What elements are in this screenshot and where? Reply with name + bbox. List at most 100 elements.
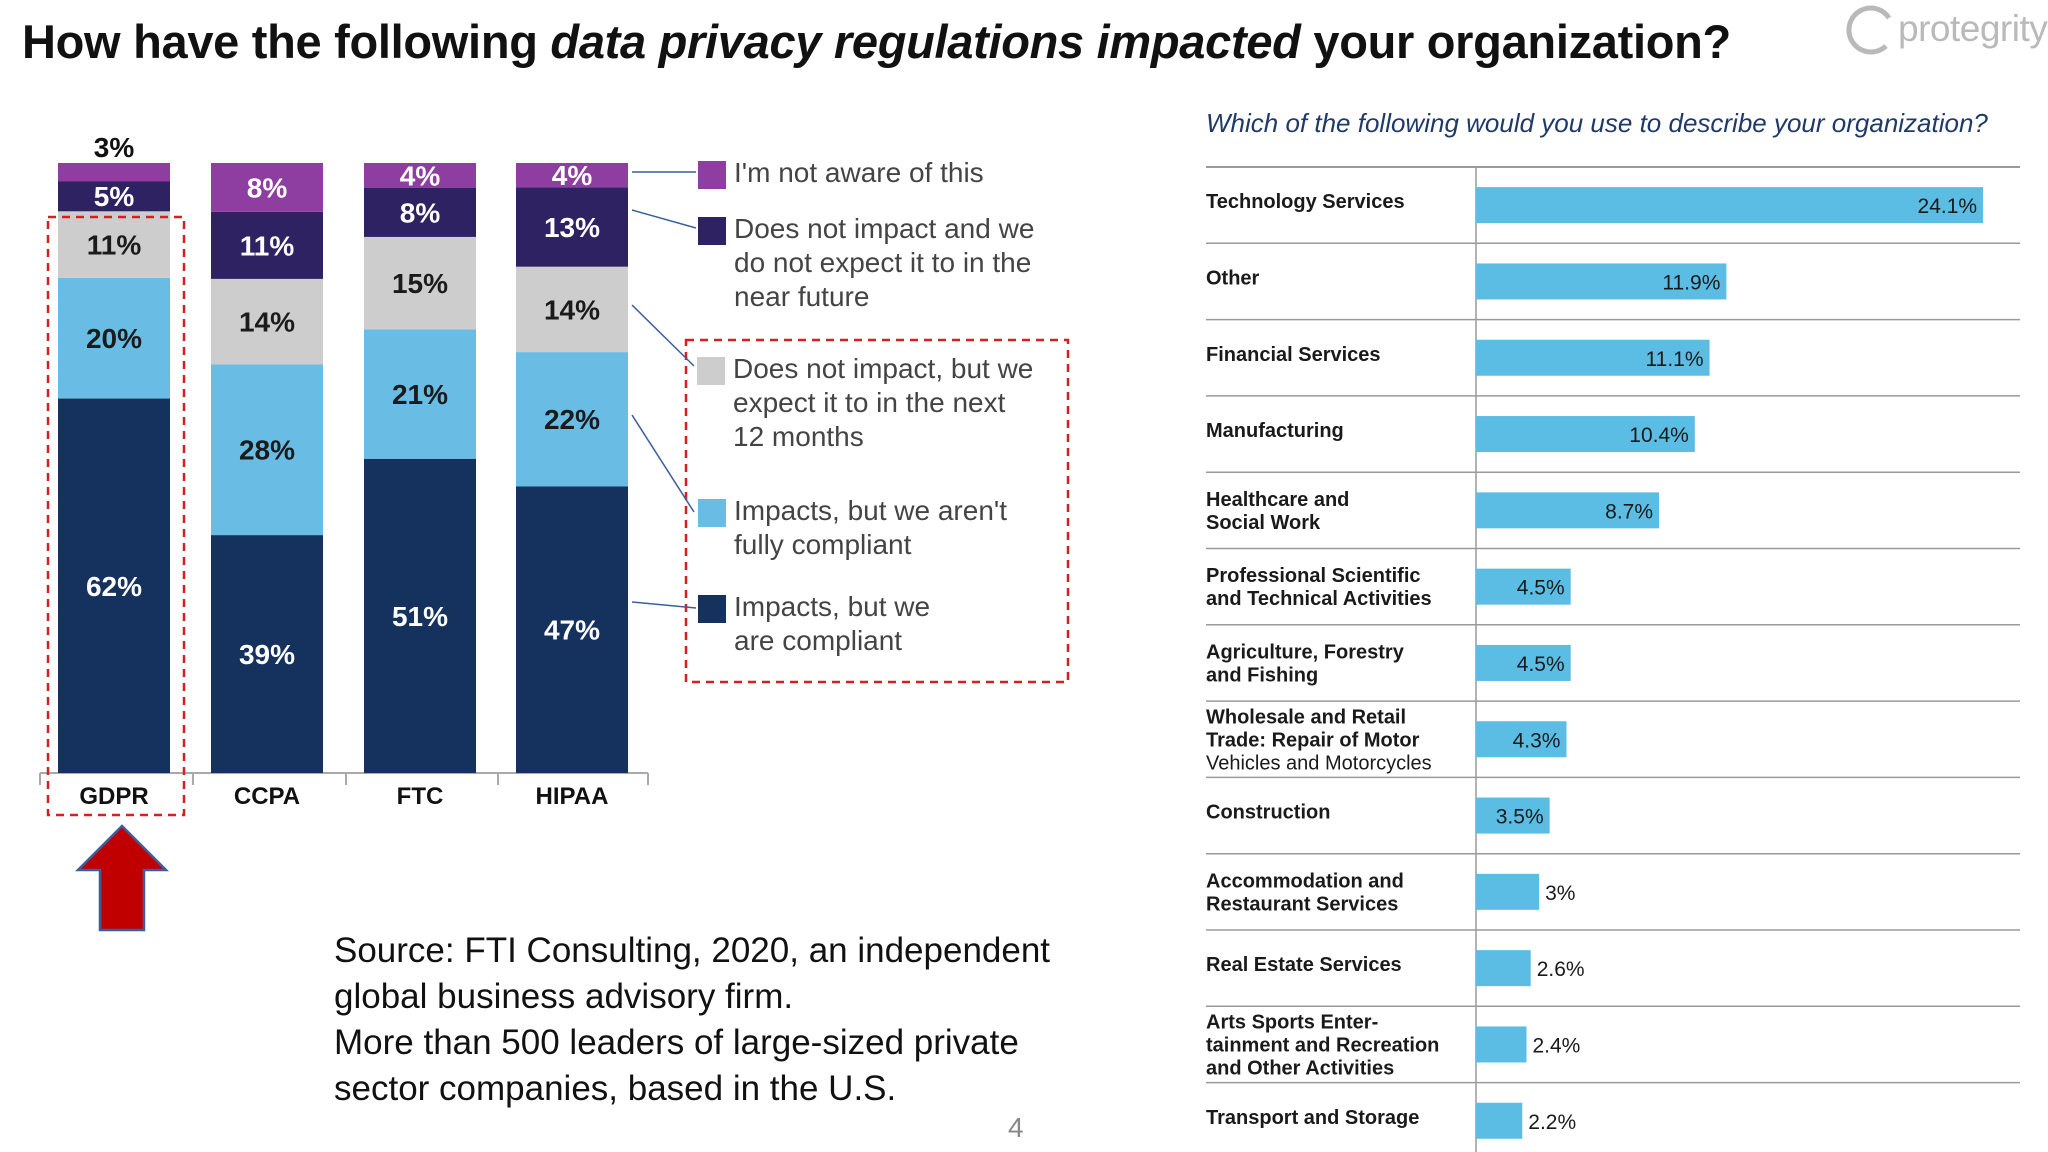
up-arrow-icon (74, 824, 170, 932)
source-note: Source: FTI Consulting, 2020, an indepen… (334, 928, 1050, 1112)
category-label: Transport and Storage (1206, 1107, 1419, 1129)
category-label: Healthcare and Social Work (1206, 489, 1349, 534)
data-label: 21% (392, 379, 448, 410)
bar-segment-no_impact_expect (516, 266, 628, 353)
data-label: 39% (239, 639, 295, 670)
legend-label: Does not impact and we do not expect it … (734, 213, 1035, 312)
category-label: CCPA (234, 783, 300, 810)
legend-connector (631, 304, 695, 367)
category-label: Other (1206, 267, 1260, 289)
value-label: 4.5% (1517, 577, 1565, 600)
data-label: 3% (94, 132, 135, 163)
legend-connector (631, 601, 697, 609)
legend-connector (631, 209, 697, 229)
bar-segment-impact_not_compliant (516, 352, 628, 487)
industry-bar-chart: Technology Services 24.1% Other 11.9% Financ… (1206, 166, 2020, 1152)
source-line: Source: FTI Consulting, 2020, an indepen… (334, 931, 1051, 970)
bar-segment-impact_compliant (516, 486, 628, 773)
bar-segment-impact_compliant (364, 458, 476, 773)
value-label: 11.1% (1646, 348, 1704, 371)
industry-bar (1476, 644, 1571, 681)
industry-bar (1476, 263, 1727, 300)
bar-segment-no_impact_no_expect (516, 187, 628, 267)
value-label: 4.3% (1513, 729, 1561, 752)
protegrity-logo-mark (1846, 5, 1892, 55)
legend-swatch (698, 499, 726, 527)
legend-label: Impacts, but we are compliant (734, 591, 931, 656)
value-label: 4.5% (1517, 653, 1565, 676)
value-label: 8.7% (1605, 500, 1653, 523)
data-label: 5% (94, 181, 135, 212)
data-label: 22% (544, 404, 600, 435)
data-label: 47% (544, 615, 600, 646)
value-label: 2.4% (1532, 1034, 1580, 1057)
category-label: Manufacturing (1206, 420, 1344, 442)
page-title: How have the following data privacy regu… (22, 15, 1731, 68)
bar-segment-no_impact_expect (58, 211, 170, 278)
legend-item-no_impact_expect: Does not impact, but we expect it to in … (697, 352, 1033, 454)
impact-legend-highlight-box (684, 338, 1070, 684)
bar-segment-no_impact_expect (364, 236, 476, 330)
annotations (46, 171, 1070, 932)
survey-question: Which of the following would you use to … (1206, 108, 1988, 138)
bar-segment-not_aware (58, 163, 170, 182)
legend-label: Impacts, but we aren't fully compliant (734, 495, 1008, 560)
category-label: GDPR (79, 783, 148, 810)
category-label: Professional Scientific and Technical Act… (1206, 565, 1432, 610)
legend-item-not_aware: I'm not aware of this (698, 156, 984, 190)
legend-item-impact_not_compliant: Impacts, but we aren't fully compliant (698, 494, 1007, 562)
data-label: 8% (247, 172, 288, 203)
value-label: 10.4% (1629, 424, 1689, 447)
industry-bar (1476, 797, 1550, 834)
value-label: 2.6% (1537, 958, 1585, 981)
legend-swatch (697, 357, 725, 385)
category-label: Financial Services (1206, 344, 1381, 366)
bar-segment-impact_compliant (58, 398, 170, 773)
category-label: Agriculture, Forestry and Fishing (1206, 641, 1405, 686)
legend-item-impact_compliant: Impacts, but we are compliant (698, 590, 930, 658)
category-label: Real Estate Services (1206, 954, 1402, 976)
category-label: FTC (397, 783, 444, 810)
value-label: 24.1% (1918, 195, 1978, 218)
logo-text: protegrity (1898, 8, 2048, 49)
category-label: Technology Services (1206, 191, 1405, 213)
data-label: 51% (392, 601, 448, 632)
bar-segment-impact_not_compliant (58, 277, 170, 399)
value-label: 2.2% (1528, 1111, 1576, 1134)
industry-bar (1476, 950, 1531, 987)
bar-segment-not_aware (516, 163, 628, 188)
bar-segment-impact_not_compliant (364, 329, 476, 459)
industry-bar (1476, 339, 1710, 376)
data-label: 14% (239, 307, 295, 338)
bar-segment-impact_compliant (211, 535, 323, 773)
data-label: 11% (240, 230, 295, 261)
legend-label: I'm not aware of this (734, 157, 984, 188)
industry-bar (1476, 1026, 1527, 1063)
value-label: 3.5% (1496, 806, 1544, 829)
page-number: 4 (1008, 1112, 1024, 1143)
industry-bar (1476, 1102, 1523, 1139)
source-line: sector companies, based in the U.S. (334, 1069, 897, 1108)
bar-segment-no_impact_no_expect (211, 211, 323, 279)
category-label: Accommodation and Restaurant Services (1206, 870, 1404, 915)
data-label: 11% (87, 230, 142, 261)
bar-segment-no_impact_no_expect (58, 181, 170, 212)
source-line: More than 500 leaders of large-sized pri… (334, 1023, 1019, 1062)
legend-swatch (698, 217, 726, 245)
legend-swatch (698, 595, 726, 623)
category-label: Arts Sports Enter-tainment and Recreatio… (1206, 1011, 1439, 1079)
legend-item-no_impact_no_expect: Does not impact and we do not expect it … (698, 212, 1034, 314)
data-label: 20% (86, 323, 142, 354)
data-label: 15% (392, 268, 448, 299)
data-label: 13% (544, 212, 600, 243)
bar-segment-no_impact_no_expect (364, 187, 476, 237)
data-label: 14% (544, 294, 600, 325)
data-label: 28% (239, 435, 295, 466)
industry-bar (1476, 721, 1567, 758)
value-label: 11.9% (1662, 271, 1720, 294)
data-label: 4% (400, 160, 441, 191)
bar-segment-not_aware (364, 163, 476, 188)
gdpr-highlight-box (46, 215, 186, 817)
legend-connector (631, 414, 695, 513)
industry-bar (1476, 416, 1695, 453)
